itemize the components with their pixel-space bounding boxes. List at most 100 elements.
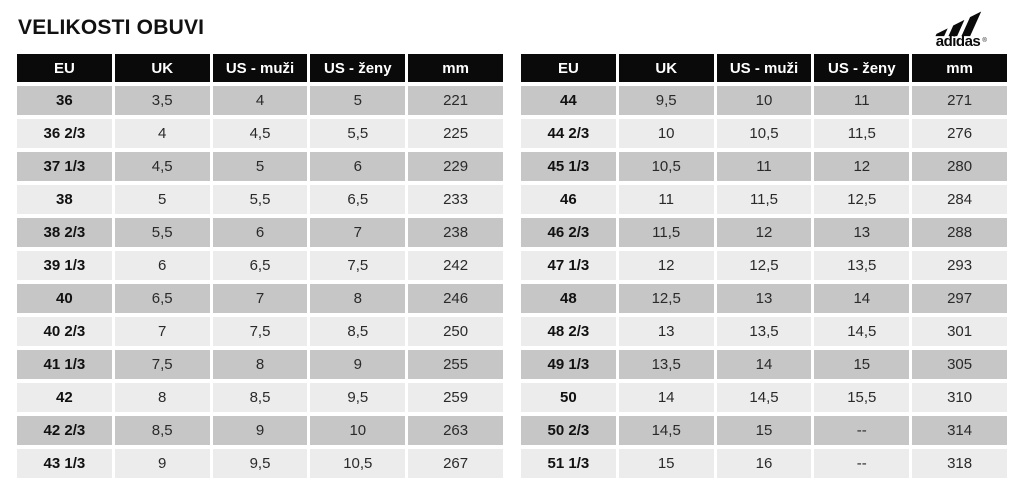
table-row: 39 1/3 6 6,5 7,5 242 xyxy=(17,251,503,280)
size-cell: 13 xyxy=(618,317,714,346)
column-header-1: UK xyxy=(618,54,714,82)
size-cell: 13,5 xyxy=(814,251,910,280)
adidas-logo: adidas ® xyxy=(932,10,987,49)
registered-trademark-icon: ® xyxy=(982,38,987,44)
table-row: 42 2/3 8,5 9 10 263 xyxy=(17,416,503,445)
eu-size-cell: 36 xyxy=(17,86,112,115)
table-row: 41 1/3 7,5 8 9 255 xyxy=(17,350,503,379)
column-header-1: UK xyxy=(114,54,210,82)
size-cell: 11 xyxy=(716,152,812,181)
size-cell: 7,5 xyxy=(310,251,406,280)
eu-size-cell: 40 xyxy=(17,284,112,313)
column-header-2: US - muži xyxy=(716,54,812,82)
eu-size-cell: 40 2/3 xyxy=(17,317,112,346)
table-row: 45 1/3 10,5 11 12 280 xyxy=(521,152,1007,181)
size-cell: 9,5 xyxy=(618,86,714,115)
eu-size-cell: 50 xyxy=(521,383,616,412)
table-row: 51 1/3 15 16 -- 318 xyxy=(521,449,1007,478)
size-cell: 10,5 xyxy=(310,449,406,478)
size-cell: 9,5 xyxy=(212,449,308,478)
size-cell: 8 xyxy=(310,284,406,313)
size-cell: 259 xyxy=(408,383,503,412)
size-cell: 11,5 xyxy=(618,218,714,247)
table-row: 50 2/3 14,5 15 -- 314 xyxy=(521,416,1007,445)
size-cell: 11,5 xyxy=(716,185,812,214)
size-cell: 4 xyxy=(114,119,210,148)
size-cell: 6,5 xyxy=(310,185,406,214)
size-cell: 9,5 xyxy=(310,383,406,412)
table-row: 40 2/3 7 7,5 8,5 250 xyxy=(17,317,503,346)
size-cell: 11 xyxy=(814,86,910,115)
table-row: 50 14 14,5 15,5 310 xyxy=(521,383,1007,412)
eu-size-cell: 42 2/3 xyxy=(17,416,112,445)
size-cell: 12,5 xyxy=(716,251,812,280)
header-row: EU UK US - muži US - ženy mm xyxy=(521,54,1007,82)
size-cell: 12 xyxy=(814,152,910,181)
adidas-stripes-icon xyxy=(935,11,982,37)
eu-size-cell: 48 2/3 xyxy=(521,317,616,346)
size-cell: 225 xyxy=(408,119,503,148)
table-row: 46 2/3 11,5 12 13 288 xyxy=(521,218,1007,247)
table-row: 38 5 5,5 6,5 233 xyxy=(17,185,503,214)
size-cell: 14 xyxy=(814,284,910,313)
table-row: 42 8 8,5 9,5 259 xyxy=(17,383,503,412)
size-cell: 229 xyxy=(408,152,503,181)
size-cell: 318 xyxy=(912,449,1007,478)
size-cell: -- xyxy=(814,416,910,445)
eu-size-cell: 45 1/3 xyxy=(521,152,616,181)
size-cell: 5 xyxy=(114,185,210,214)
size-cell: 10 xyxy=(618,119,714,148)
size-cell: 6 xyxy=(310,152,406,181)
size-cell: 10,5 xyxy=(716,119,812,148)
column-header-4: mm xyxy=(912,54,1007,82)
size-cell: 15 xyxy=(814,350,910,379)
size-cell: 267 xyxy=(408,449,503,478)
size-cell: 11 xyxy=(618,185,714,214)
size-table-right: EU UK US - muži US - ženy mm 44 9,5 10 11 271 44 2… xyxy=(518,50,1010,482)
size-cell: 242 xyxy=(408,251,503,280)
table-row: 49 1/3 13,5 14 15 305 xyxy=(521,350,1007,379)
size-cell: 15 xyxy=(716,416,812,445)
eu-size-cell: 37 1/3 xyxy=(17,152,112,181)
size-cell: 8,5 xyxy=(310,317,406,346)
eu-size-cell: 48 xyxy=(521,284,616,313)
size-cell: 8 xyxy=(212,350,308,379)
table-row: 46 11 11,5 12,5 284 xyxy=(521,185,1007,214)
size-cell: 7,5 xyxy=(212,317,308,346)
eu-size-cell: 39 1/3 xyxy=(17,251,112,280)
size-cell: 9 xyxy=(310,350,406,379)
size-cell: 310 xyxy=(912,383,1007,412)
size-cell: 7,5 xyxy=(114,350,210,379)
adidas-wordmark: adidas ® xyxy=(936,34,987,49)
size-cell: 6 xyxy=(114,251,210,280)
eu-size-cell: 41 1/3 xyxy=(17,350,112,379)
size-cell: 11,5 xyxy=(814,119,910,148)
size-cell: 8 xyxy=(114,383,210,412)
eu-size-cell: 38 xyxy=(17,185,112,214)
size-cell: 16 xyxy=(716,449,812,478)
size-cell: 9 xyxy=(114,449,210,478)
size-cell: 293 xyxy=(912,251,1007,280)
eu-size-cell: 46 2/3 xyxy=(521,218,616,247)
eu-size-cell: 36 2/3 xyxy=(17,119,112,148)
header-row: EU UK US - muži US - ženy mm xyxy=(17,54,503,82)
topbar: VELIKOSTI OBUVI adidas ® xyxy=(0,0,1024,50)
size-cell: 7 xyxy=(114,317,210,346)
size-cell: 238 xyxy=(408,218,503,247)
table-row: 37 1/3 4,5 5 6 229 xyxy=(17,152,503,181)
column-header-4: mm xyxy=(408,54,503,82)
size-cell: 8,5 xyxy=(114,416,210,445)
eu-size-cell: 44 xyxy=(521,86,616,115)
size-cell: 15 xyxy=(618,449,714,478)
eu-size-cell: 42 xyxy=(17,383,112,412)
size-cell: 10 xyxy=(310,416,406,445)
size-cell: 7 xyxy=(310,218,406,247)
size-cell: 13,5 xyxy=(716,317,812,346)
eu-size-cell: 49 1/3 xyxy=(521,350,616,379)
table-row: 48 2/3 13 13,5 14,5 301 xyxy=(521,317,1007,346)
size-cell: 7 xyxy=(212,284,308,313)
size-cell: 314 xyxy=(912,416,1007,445)
size-cell: 12 xyxy=(618,251,714,280)
size-cell: 276 xyxy=(912,119,1007,148)
size-cell: 5 xyxy=(310,86,406,115)
